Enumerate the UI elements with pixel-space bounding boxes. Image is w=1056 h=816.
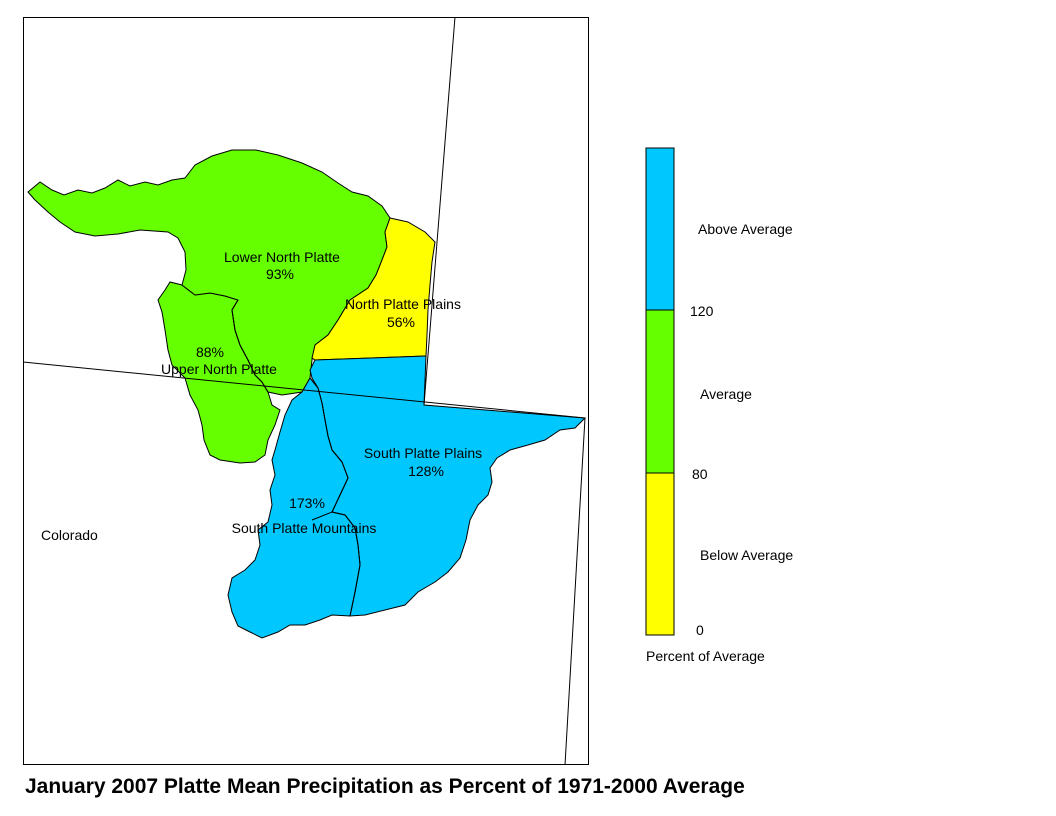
basin-name-north-platte-plains: North Platte Plains	[345, 296, 461, 312]
basin-name-south-platte-mountains: South Platte Mountains	[232, 520, 377, 536]
state-boundaries	[23, 17, 586, 765]
basin-north-platte-plains	[311, 217, 436, 361]
basin-name-lower-north-platte: Lower North Platte	[224, 249, 340, 265]
state-label-colorado: Colorado	[41, 527, 98, 543]
legend-break-120: 120	[690, 303, 714, 319]
legend-swatch-above	[645, 147, 675, 311]
legend-swatch-below	[645, 472, 675, 636]
legend-swatch-average	[645, 309, 675, 474]
legend-label-above: Above Average	[698, 221, 793, 237]
legend-break-0: 0	[696, 622, 704, 638]
basin-boundaries	[231, 299, 361, 617]
legend-colorbar	[645, 147, 675, 636]
page-title: January 2007 Platte Mean Precipitation a…	[25, 775, 745, 798]
basin-value-upper-north-platte: 88%	[196, 344, 224, 360]
basin-value-north-platte-plains: 56%	[387, 314, 415, 330]
basin-name-south-platte-plains: South Platte Plains	[364, 445, 482, 461]
basin-value-south-platte-mountains: 173%	[289, 495, 325, 511]
legend-break-80: 80	[692, 466, 708, 482]
basin-name-upper-north-platte: Upper North Platte	[161, 361, 277, 377]
legend-label-below: Below Average	[700, 547, 794, 563]
legend-caption: Percent of Average	[646, 648, 765, 664]
basin-value-lower-north-platte: 93%	[266, 266, 294, 282]
legend-label-average: Average	[700, 386, 752, 402]
basin-value-south-platte-plains: 128%	[408, 463, 444, 479]
map-frame	[23, 17, 589, 765]
